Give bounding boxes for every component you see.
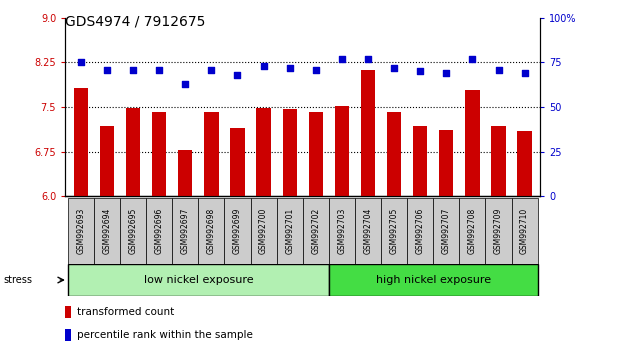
Bar (74, 88, 88, 196)
Bar (491, 126, 505, 196)
Bar (433, 198, 460, 264)
Text: stress: stress (3, 275, 32, 285)
Bar (361, 70, 375, 196)
Point (442, 70, 451, 76)
Text: GSM992709: GSM992709 (494, 208, 503, 254)
Text: GSM992695: GSM992695 (129, 208, 138, 254)
Text: GSM992702: GSM992702 (311, 208, 320, 254)
Text: GSM992700: GSM992700 (259, 208, 268, 254)
Bar (283, 109, 297, 196)
Text: GSM992694: GSM992694 (102, 208, 111, 254)
Point (76, 59, 86, 65)
Text: percentile rank within the sample: percentile rank within the sample (77, 330, 253, 340)
Text: GSM992704: GSM992704 (363, 208, 373, 254)
Bar (465, 90, 479, 196)
Text: GSM992707: GSM992707 (442, 208, 451, 254)
Bar (146, 198, 172, 264)
Text: GSM992706: GSM992706 (415, 208, 425, 254)
Point (258, 63, 268, 69)
Point (494, 67, 504, 72)
Bar (335, 106, 349, 196)
Text: transformed count: transformed count (77, 307, 175, 317)
Bar (439, 130, 453, 196)
Text: GSM992699: GSM992699 (233, 208, 242, 254)
Bar (230, 128, 245, 196)
Bar (309, 112, 323, 196)
Bar (224, 198, 250, 264)
Text: high nickel exposure: high nickel exposure (376, 275, 491, 285)
Point (389, 65, 399, 70)
Point (284, 65, 294, 70)
Bar (486, 198, 512, 264)
Text: low nickel exposure: low nickel exposure (143, 275, 253, 285)
Bar (256, 108, 271, 196)
Point (232, 72, 242, 78)
Text: GSM992696: GSM992696 (155, 208, 164, 254)
Bar (250, 198, 276, 264)
Point (311, 67, 321, 72)
Bar (329, 264, 538, 296)
Text: GSM992703: GSM992703 (337, 208, 347, 254)
Bar (329, 198, 355, 264)
Bar (302, 198, 329, 264)
Bar (460, 198, 486, 264)
Bar (387, 112, 401, 196)
Bar (413, 126, 427, 196)
Point (415, 69, 425, 74)
Bar (94, 198, 120, 264)
Bar (100, 126, 114, 196)
Point (337, 56, 347, 62)
Bar (120, 198, 146, 264)
Bar (276, 198, 302, 264)
Text: GSM992705: GSM992705 (389, 208, 399, 254)
Text: GDS4974 / 7912675: GDS4974 / 7912675 (65, 14, 206, 28)
Bar (65, 329, 71, 341)
Bar (68, 198, 94, 264)
Text: GSM992708: GSM992708 (468, 208, 477, 254)
Bar (178, 150, 193, 196)
Bar (126, 108, 140, 196)
Bar (172, 198, 198, 264)
Bar (65, 306, 71, 318)
Bar (355, 198, 381, 264)
Point (363, 56, 373, 62)
Text: GSM992698: GSM992698 (207, 208, 216, 254)
Bar (512, 198, 538, 264)
Point (206, 67, 216, 72)
Point (154, 67, 164, 72)
Point (468, 56, 478, 62)
Bar (152, 112, 166, 196)
Bar (204, 112, 219, 196)
Bar (517, 131, 532, 196)
Point (102, 67, 112, 72)
Text: GSM992710: GSM992710 (520, 208, 529, 254)
Point (180, 81, 190, 87)
Text: GSM992697: GSM992697 (181, 208, 190, 254)
Point (520, 70, 530, 76)
Text: GSM992701: GSM992701 (285, 208, 294, 254)
Bar (198, 198, 224, 264)
Bar (68, 264, 329, 296)
Bar (407, 198, 433, 264)
Text: GSM992693: GSM992693 (76, 208, 85, 254)
Bar (381, 198, 407, 264)
Point (128, 67, 138, 72)
